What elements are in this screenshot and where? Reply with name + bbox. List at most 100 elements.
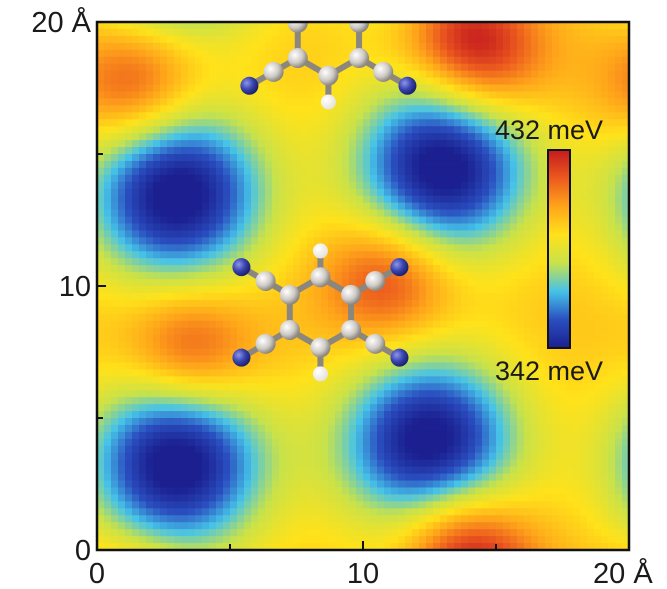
heatmap-cell (118, 105, 126, 113)
heatmap-cell (517, 258, 525, 266)
heatmap-cell (216, 167, 224, 176)
heatmap-cell (482, 56, 490, 65)
heatmap-cell (160, 119, 168, 127)
heatmap-cell (405, 536, 413, 544)
heatmap-cell (181, 42, 189, 51)
heatmap-cell (363, 230, 371, 238)
heatmap-cell (293, 390, 301, 398)
heatmap-cell (482, 494, 490, 502)
heatmap-cell (412, 313, 420, 322)
heatmap-cell (475, 383, 483, 391)
heatmap-cell (265, 119, 273, 127)
heatmap-cell (139, 84, 147, 93)
heatmap-cell (118, 306, 126, 315)
heatmap-cell (174, 112, 182, 120)
heatmap-cell (363, 84, 371, 93)
heatmap-cell (314, 431, 322, 440)
heatmap-cell (181, 445, 189, 454)
heatmap-cell (293, 209, 301, 218)
heatmap-cell (461, 445, 469, 454)
heatmap-cell (524, 459, 532, 468)
heatmap-cell (552, 133, 560, 141)
heatmap-cell (356, 216, 364, 225)
heatmap-cell (237, 383, 245, 391)
heatmap-cell (104, 174, 112, 183)
heatmap-cell (237, 140, 245, 148)
heatmap-cell (237, 286, 245, 294)
heatmap-cell (517, 216, 525, 225)
heatmap-cell (545, 487, 553, 496)
heatmap-cell (412, 473, 420, 482)
heatmap-cell (328, 251, 336, 259)
heatmap-cell (482, 411, 490, 419)
heatmap-cell (216, 459, 224, 468)
heatmap-cell (496, 334, 504, 343)
heatmap-cell (118, 140, 126, 148)
heatmap-cell (433, 133, 441, 141)
heatmap-cell (146, 272, 154, 280)
heatmap-cell (447, 501, 455, 509)
heatmap-cell (391, 230, 399, 238)
heatmap-cell (335, 306, 343, 315)
heatmap-cell (475, 348, 483, 357)
heatmap-cell (125, 494, 133, 502)
heatmap-cell (104, 42, 112, 51)
heatmap-cell (286, 70, 294, 79)
heatmap-cell (118, 438, 126, 447)
heatmap-cell (118, 341, 126, 350)
heatmap-cell (216, 133, 224, 141)
heatmap-cell (258, 126, 266, 134)
heatmap-cell (216, 438, 224, 447)
heatmap-cell (209, 508, 217, 516)
heatmap-cell (426, 334, 434, 343)
heatmap-cell (153, 188, 161, 197)
heatmap-cell (265, 313, 273, 322)
heatmap-cell (230, 49, 238, 58)
heatmap-cell (111, 383, 119, 391)
heatmap-cell (307, 174, 315, 183)
heatmap-cell (125, 438, 133, 447)
heatmap-cell (321, 320, 329, 329)
heatmap-cell (461, 480, 469, 489)
heatmap-cell (440, 306, 448, 315)
heatmap-cell (377, 133, 385, 141)
heatmap-cell (209, 258, 217, 266)
heatmap-cell (265, 195, 273, 204)
heatmap-cell (251, 286, 259, 294)
heatmap-cell (461, 98, 469, 106)
heatmap-cell (258, 188, 266, 197)
heatmap-cell (118, 160, 126, 169)
heatmap-cell (300, 299, 308, 308)
heatmap-cell (216, 383, 224, 391)
heatmap-cell (174, 501, 182, 509)
heatmap-cell (146, 522, 154, 530)
heatmap-cell (321, 188, 329, 197)
heatmap-cell (412, 42, 420, 51)
heatmap-cell (503, 84, 511, 93)
heatmap-cell (321, 299, 329, 308)
heatmap-cell (300, 424, 308, 433)
heatmap-cell (419, 362, 427, 370)
heatmap-cell (181, 279, 189, 287)
heatmap-cell (426, 515, 434, 523)
heatmap-cell (510, 383, 518, 391)
heatmap-cell (160, 147, 168, 155)
heatmap-cell (160, 265, 168, 273)
heatmap-cell (104, 424, 112, 433)
heatmap-cell (489, 487, 497, 496)
heatmap-cell (181, 154, 189, 162)
heatmap-cell (174, 292, 182, 301)
heatmap-cell (314, 35, 322, 44)
heatmap-cell (328, 418, 336, 426)
heatmap-cell (412, 70, 420, 79)
heatmap-cell (328, 84, 336, 93)
heatmap-cell (482, 230, 490, 238)
heatmap-cell (132, 147, 140, 155)
heatmap-cell (475, 286, 483, 294)
heatmap-cell (552, 390, 560, 398)
heatmap-cell (510, 404, 518, 412)
heatmap-cell (251, 154, 259, 162)
heatmap-cell (279, 501, 287, 509)
heatmap-cell (314, 154, 322, 162)
heatmap-cell (356, 445, 364, 454)
